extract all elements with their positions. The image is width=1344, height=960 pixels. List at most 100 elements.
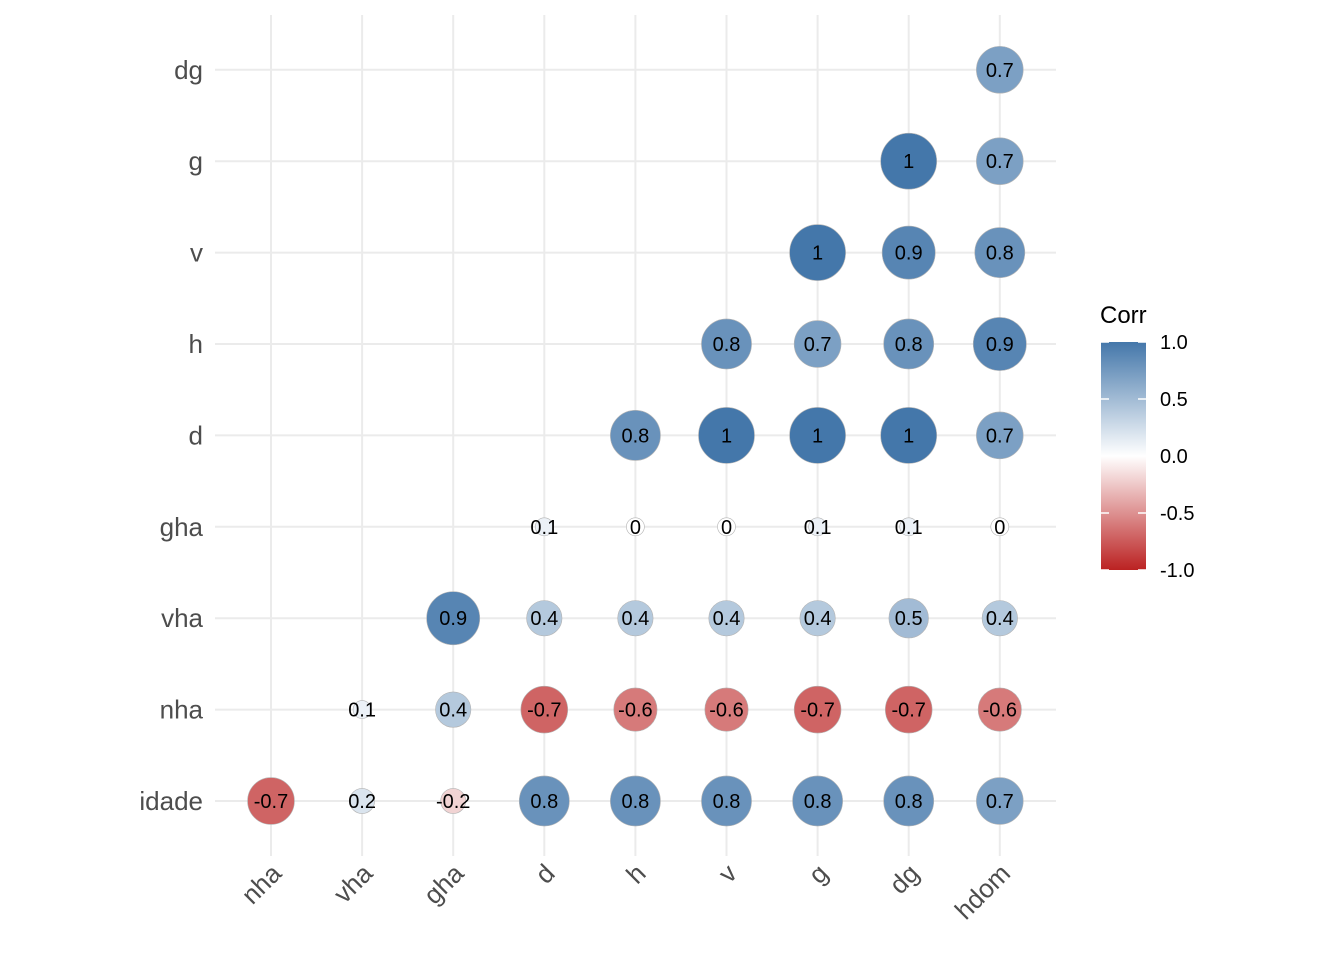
- corr-value-label: 0: [721, 517, 732, 539]
- corr-value-label: 0.9: [986, 334, 1014, 356]
- corr-cell-gha-v: 0: [717, 517, 736, 539]
- corr-value-label: 0.9: [895, 243, 923, 265]
- corr-value-label: 0.4: [804, 608, 832, 630]
- corr-cell-d-g: 1: [789, 407, 846, 464]
- legend-tick-label: -0.5: [1160, 503, 1194, 525]
- corr-point: [883, 318, 935, 370]
- corr-value-label: -0.6: [983, 700, 1017, 722]
- corr-cell-nha-vha: 0.1: [348, 700, 376, 722]
- corr-point: [352, 700, 372, 719]
- corr-value-label: 0.1: [804, 517, 832, 539]
- y-tick-label: h: [189, 329, 203, 359]
- y-tick-label: gha: [160, 512, 204, 542]
- corr-cell-d-v: 1: [698, 407, 755, 464]
- corr-cell-nha-gha: 0.4: [435, 691, 472, 728]
- corr-cell-nha-hdom: -0.6: [977, 687, 1022, 732]
- corr-value-label: 0.8: [621, 791, 649, 813]
- corr-value-label: 0.5: [895, 608, 923, 630]
- corr-point: [789, 407, 846, 464]
- corr-point: [974, 227, 1026, 278]
- corr-point: [990, 517, 1010, 537]
- y-tick-label: idade: [139, 786, 203, 816]
- x-tick-label: vha: [327, 858, 378, 909]
- corr-point: [613, 687, 658, 732]
- corr-point: [610, 775, 661, 827]
- corr-value-label: 0.7: [986, 60, 1014, 82]
- corr-value-label: 0.8: [713, 791, 741, 813]
- corr-cell-nha-g: -0.7: [793, 685, 842, 734]
- corr-point: [789, 224, 846, 281]
- x-tick-label: gha: [418, 858, 470, 910]
- corr-value-label: 0.8: [530, 791, 558, 813]
- corr-point: [793, 320, 842, 368]
- corr-cell-v-dg: 0.9: [881, 225, 936, 280]
- corr-value-label: 1: [812, 243, 823, 265]
- corr-value-label: 1: [903, 151, 914, 173]
- corr-point: [881, 225, 936, 280]
- corr-cell-nha-d: -0.7: [520, 685, 569, 734]
- corr-value-label: 1: [812, 425, 823, 447]
- corr-cell-gha-dg: 0.1: [895, 517, 923, 539]
- legend-title: Corr: [1100, 302, 1147, 329]
- corr-cell-gha-h: 0: [626, 517, 645, 539]
- corr-cell-h-dg: 0.8: [883, 318, 935, 370]
- corr-cell-gha-d: 0.1: [530, 517, 558, 539]
- y-tick-label: nha: [160, 695, 204, 725]
- x-tick-label: h: [620, 858, 651, 889]
- corr-point: [884, 685, 933, 734]
- corr-point: [972, 317, 1027, 371]
- corr-cell-g-hdom: 0.7: [976, 137, 1024, 185]
- corr-value-label: 0.7: [804, 334, 832, 356]
- corr-point: [976, 137, 1024, 185]
- corr-value-label: 0.7: [986, 151, 1014, 173]
- corr-cell-vha-g: 0.4: [799, 600, 836, 637]
- corr-point: [701, 775, 752, 827]
- x-tick-label: dg: [883, 858, 925, 900]
- corr-point: [977, 687, 1022, 732]
- corr-point: [880, 407, 938, 464]
- corr-value-label: 0.8: [621, 425, 649, 447]
- corr-cell-h-v: 0.8: [701, 318, 752, 370]
- corr-point: [808, 517, 827, 537]
- corr-point: [880, 132, 938, 190]
- corr-cell-idade-g: 0.8: [792, 775, 843, 827]
- corr-value-label: 0.2: [348, 791, 376, 813]
- corr-cell-idade-nha: -0.7: [247, 777, 295, 825]
- corr-point: [717, 517, 736, 537]
- corr-cell-idade-hdom: 0.7: [976, 777, 1024, 825]
- corr-cell-vha-d: 0.4: [526, 600, 563, 637]
- corr-point: [704, 687, 749, 732]
- corr-value-label: 0.8: [895, 334, 923, 356]
- corr-point: [976, 777, 1024, 825]
- y-axis: idade nha vha gha d h v g dg: [139, 55, 203, 816]
- corr-value-label: 0.7: [986, 425, 1014, 447]
- corr-point: [626, 517, 645, 537]
- corr-cell-idade-v: 0.8: [701, 775, 752, 827]
- corr-point: [610, 410, 661, 461]
- corr-point: [526, 600, 563, 637]
- corr-value-label: 0.9: [439, 608, 467, 630]
- x-axis: nha vha gha d h v g dg hdom: [235, 858, 1016, 926]
- corr-point: [426, 591, 481, 646]
- corr-cell-nha-h: -0.6: [613, 687, 658, 732]
- corr-point: [888, 598, 929, 639]
- corr-value-label: 0.1: [530, 517, 558, 539]
- corr-cell-nha-v: -0.6: [704, 687, 749, 732]
- corr-value-label: -0.7: [800, 700, 834, 722]
- corr-cell-v-g: 1: [789, 224, 846, 281]
- corr-point: [518, 775, 570, 827]
- legend-tick-label: -1.0: [1160, 560, 1194, 582]
- corr-value-label: -0.7: [891, 700, 925, 722]
- legend-tick-label: 1.0: [1160, 332, 1188, 354]
- corr-value-label: 0.4: [530, 608, 558, 630]
- x-tick-label: d: [529, 858, 560, 889]
- corr-value-label: 0.8: [804, 791, 832, 813]
- corr-value-label: 0.8: [895, 791, 923, 813]
- corr-cell-dg-hdom: 0.7: [976, 46, 1024, 94]
- corr-point: [793, 685, 842, 734]
- corr-point: [520, 685, 569, 734]
- corr-value-label: -0.6: [618, 700, 652, 722]
- corr-point: [899, 517, 919, 537]
- corr-value-label: 0.7: [986, 791, 1014, 813]
- legend: Corr 1.0 0.5 0.0 -0.5 -1.0: [1100, 302, 1194, 582]
